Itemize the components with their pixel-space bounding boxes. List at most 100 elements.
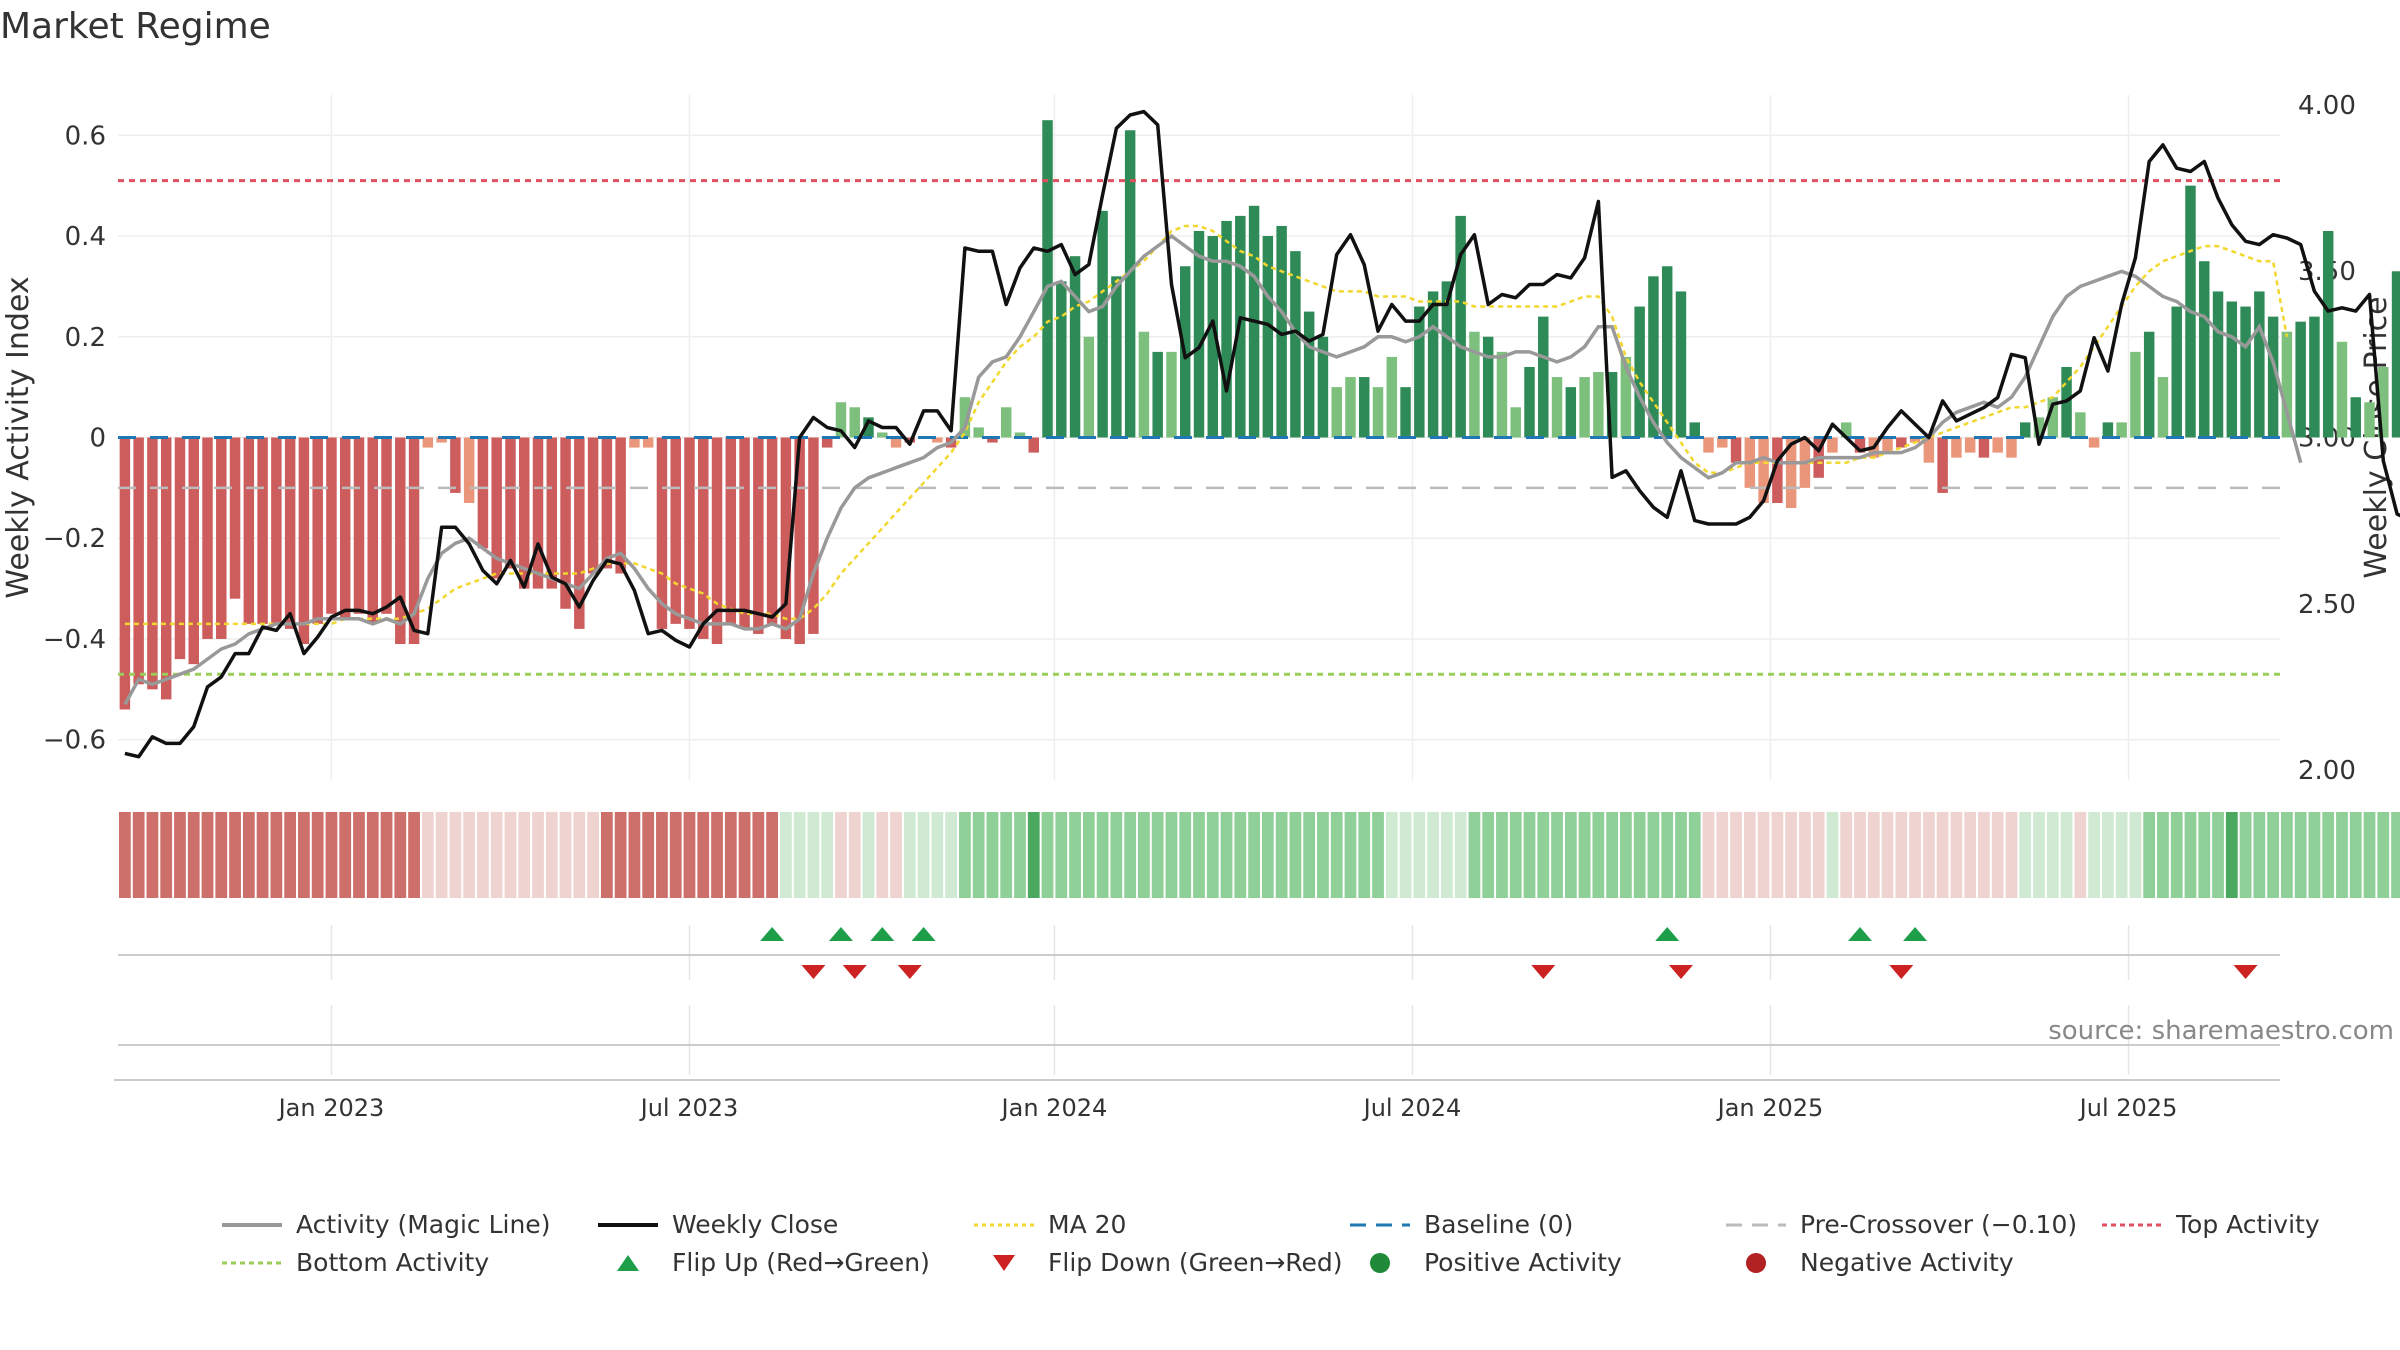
- activity-bar: [1854, 437, 1866, 453]
- activity-bar: [973, 427, 984, 438]
- regime-cell: [724, 812, 737, 898]
- red-dot-icon: [1746, 1252, 1766, 1273]
- activity-bar: [1276, 225, 1287, 438]
- regime-cell: [1909, 812, 1921, 898]
- regime-cell: [779, 812, 792, 898]
- regime-cell: [945, 812, 958, 898]
- legend-label: Flip Down (Green→Red): [1048, 1248, 1343, 1277]
- y2-axis-label: Weekly Close Price: [2359, 296, 2394, 578]
- gray-line-icon: [222, 1222, 282, 1227]
- activity-bar: [1221, 220, 1232, 438]
- regime-cell: [2363, 812, 2376, 898]
- activity-bar: [491, 437, 502, 579]
- activity-bar: [2199, 261, 2210, 438]
- activity-bar: [174, 437, 186, 660]
- x-tick-label: Jul 2024: [1362, 1094, 1462, 1122]
- activity-bar: [1785, 437, 1797, 509]
- regime-cell: [325, 812, 338, 898]
- activity-bar: [422, 437, 434, 448]
- regime-cell: [1014, 812, 1026, 898]
- activity-bar: [780, 437, 792, 639]
- activity-bar: [794, 437, 805, 645]
- regime-cell: [353, 812, 365, 898]
- activity-bar: [1482, 336, 1494, 438]
- regime-cell: [683, 812, 696, 898]
- chart-title: Market Regime: [0, 6, 271, 47]
- yellow-dotted-line-icon: [974, 1223, 1034, 1226]
- activity-bar: [2295, 321, 2306, 438]
- activity-bar: [1069, 256, 1081, 438]
- activity-bar: [1827, 437, 1838, 453]
- activity-bar: [2020, 422, 2031, 438]
- activity-bar: [1014, 432, 1026, 438]
- activity-bar: [2226, 301, 2238, 438]
- regime-cell: [2143, 812, 2156, 898]
- regime-cell: [1688, 812, 1701, 898]
- regime-cell: [187, 812, 200, 898]
- regime-cell: [931, 812, 944, 898]
- activity-bar: [2364, 402, 2375, 438]
- regime-cell: [835, 812, 847, 898]
- regime-cell: [1193, 812, 1205, 898]
- regime-cell: [559, 812, 572, 898]
- activity-bar: [1524, 366, 1535, 438]
- regime-cell: [1757, 812, 1770, 898]
- legend-label: Flip Up (Red→Green): [672, 1248, 930, 1277]
- regime-cell: [1564, 812, 1577, 898]
- regime-cell: [1895, 812, 1908, 898]
- activity-bar: [808, 437, 819, 634]
- activity-bar: [1606, 372, 1618, 438]
- flip-up-marker: [828, 927, 853, 941]
- regime-cell: [1482, 812, 1495, 898]
- activity-bar: [2240, 306, 2251, 438]
- regime-cell: [2225, 812, 2238, 898]
- regime-cell: [1372, 812, 1384, 898]
- legend-label: Bottom Activity: [296, 1248, 490, 1277]
- activity-bar: [1551, 377, 1563, 438]
- activity-bar: [560, 437, 571, 609]
- activity-bar: [2322, 230, 2334, 438]
- regime-cell: [1537, 812, 1550, 898]
- regime-cell: [1413, 812, 1426, 898]
- activity-bar: [2336, 341, 2348, 438]
- regime-cell: [1110, 812, 1123, 898]
- activity-bar: [1331, 387, 1342, 438]
- regime-cell: [1179, 812, 1192, 898]
- regime-cell: [256, 812, 269, 898]
- regime-cell: [1964, 812, 1977, 898]
- activity-bar: [1565, 387, 1577, 438]
- regime-cell: [2253, 812, 2266, 898]
- activity-bar: [1000, 407, 1012, 438]
- regime-cell: [2336, 812, 2348, 898]
- activity-bar: [1317, 336, 1329, 438]
- regime-cell: [1027, 812, 1040, 898]
- activity-bar: [863, 417, 874, 438]
- activity-bar: [1345, 377, 1356, 438]
- x-tick-label: Jan 2025: [1716, 1094, 1824, 1122]
- activity-bar: [1510, 407, 1521, 438]
- legend-item-negative-activity: Negative Activity: [1726, 1248, 2014, 1277]
- regime-cell: [1440, 812, 1453, 898]
- regime-cell: [1151, 812, 1164, 898]
- y-tick-label: −0.2: [43, 524, 106, 554]
- regime-cell: [146, 812, 159, 898]
- regime-cell: [2046, 812, 2059, 898]
- activity-bar: [2391, 271, 2400, 438]
- activity-bar: [1593, 372, 1604, 438]
- activity-bar: [1262, 236, 1274, 438]
- regime-cell: [1578, 812, 1591, 898]
- legend-item-ma20: MA 20: [974, 1210, 1126, 1239]
- regime-cell: [642, 812, 655, 898]
- flip-down-marker: [1668, 965, 1693, 979]
- source-credit: source: sharemaestro.com: [2048, 1016, 2394, 1046]
- activity-bar: [877, 432, 888, 438]
- regime-cell: [1606, 812, 1619, 898]
- activity-bar: [1083, 336, 1095, 438]
- regime-cell: [2101, 812, 2114, 898]
- activity-bar: [1028, 437, 1039, 453]
- activity-bar: [2281, 331, 2293, 438]
- activity-bar: [1400, 387, 1411, 438]
- y-tick-label: 0.4: [65, 222, 106, 252]
- regime-cell: [2281, 812, 2293, 898]
- regime-cell: [2033, 812, 2045, 898]
